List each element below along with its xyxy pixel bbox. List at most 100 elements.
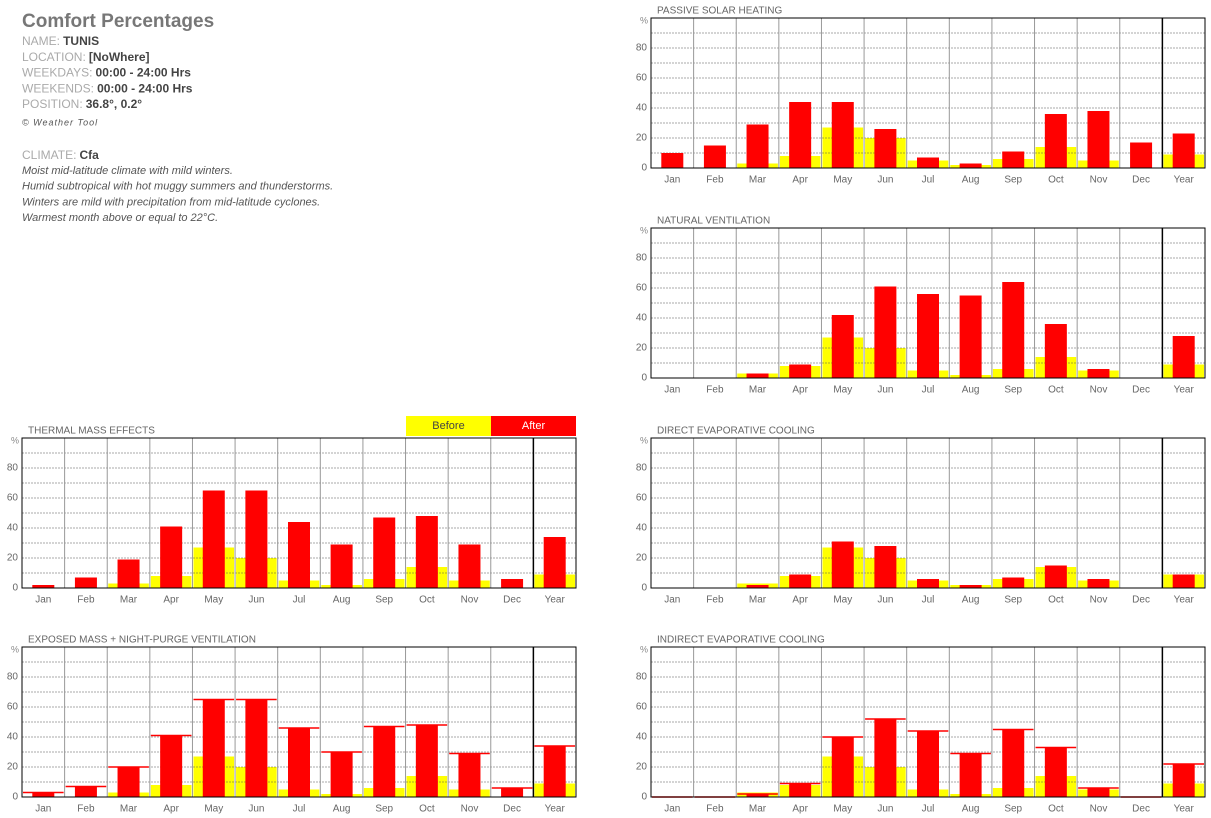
- climate-value: Cfa: [80, 148, 100, 162]
- x-tick-label: Apr: [792, 385, 808, 396]
- x-tick-label: Year: [1174, 385, 1195, 396]
- after-bar: [160, 526, 183, 588]
- plot-frame: [650, 17, 1206, 169]
- field-value: 36.8°, 0.2°: [86, 97, 143, 111]
- after-bar: [202, 699, 225, 797]
- x-tick-label: Jan: [35, 595, 51, 606]
- x-tick-label: Year: [545, 595, 566, 606]
- legend-swatch: [491, 416, 576, 436]
- x-tick-label: Jul: [922, 595, 935, 606]
- x-tick-label: Year: [1174, 595, 1195, 606]
- legend-label: Before: [432, 420, 464, 432]
- after-bar: [32, 792, 55, 797]
- y-tick-label: 60: [7, 702, 19, 713]
- after-bar: [1002, 282, 1025, 378]
- y-tick-label: 0: [641, 163, 647, 174]
- climate-description: Moist mid-latitude climate with mild win…: [22, 165, 233, 177]
- after-bar: [1002, 577, 1025, 588]
- y-axis-label: %: [640, 435, 648, 445]
- x-tick-label: Mar: [749, 804, 767, 815]
- after-bar: [831, 737, 854, 797]
- x-tick-label: Nov: [1090, 385, 1108, 396]
- x-tick-label: Dec: [503, 595, 521, 606]
- y-tick-label: 60: [636, 283, 648, 294]
- after-bar: [245, 699, 268, 797]
- y-tick-label: 20: [636, 133, 648, 144]
- y-tick-label: 40: [636, 732, 648, 743]
- y-tick-label: 0: [641, 583, 647, 594]
- y-tick-label: 80: [636, 253, 648, 264]
- y-tick-label: 80: [7, 463, 19, 474]
- after-bar: [415, 725, 438, 797]
- after-bar: [789, 574, 812, 588]
- x-tick-label: Apr: [792, 804, 808, 815]
- y-tick-label: 80: [636, 672, 648, 683]
- y-tick-label: 40: [7, 732, 19, 743]
- y-tick-label: 40: [636, 103, 648, 114]
- header-field: POSITION: 36.8°, 0.2°: [22, 97, 142, 111]
- y-tick-label: 60: [636, 73, 648, 84]
- field-label: NAME:: [22, 34, 60, 48]
- x-tick-label: May: [204, 804, 223, 815]
- y-tick-label: 0: [12, 583, 18, 594]
- x-tick-label: Jun: [877, 175, 893, 186]
- after-bar: [1087, 788, 1110, 797]
- x-tick-label: Aug: [333, 804, 351, 815]
- x-tick-label: Jan: [35, 804, 51, 815]
- x-tick-label: Mar: [749, 385, 767, 396]
- field-label: WEEKDAYS:: [22, 66, 92, 80]
- y-tick-label: 80: [636, 43, 648, 54]
- after-bar: [117, 767, 140, 797]
- after-bar: [874, 286, 897, 378]
- field-label: POSITION:: [22, 97, 83, 111]
- x-tick-label: Jul: [293, 804, 306, 815]
- x-tick-label: Feb: [77, 595, 95, 606]
- after-bar: [1172, 764, 1195, 797]
- chart-title: EXPOSED MASS + NIGHT-PURGE VENTILATION: [28, 635, 256, 646]
- y-tick-label: 20: [7, 762, 19, 773]
- x-tick-label: Apr: [163, 595, 179, 606]
- x-tick-label: Mar: [120, 595, 138, 606]
- x-tick-label: Dec: [503, 804, 521, 815]
- after-bar: [1172, 133, 1195, 168]
- y-tick-label: 40: [636, 523, 648, 534]
- climate-description: Winters are mild with precipitation from…: [22, 196, 320, 208]
- x-tick-label: Nov: [1090, 595, 1108, 606]
- field-value: 00:00 - 24:00 Hrs: [96, 66, 192, 80]
- x-tick-label: Jan: [664, 175, 680, 186]
- after-bar: [789, 364, 812, 378]
- after-bar: [160, 735, 183, 797]
- after-bar: [959, 753, 982, 797]
- after-bar: [202, 490, 225, 588]
- y-tick-label: 40: [7, 523, 19, 534]
- x-tick-label: Oct: [1048, 175, 1064, 186]
- plot-frame: [21, 646, 577, 798]
- x-tick-label: May: [204, 595, 223, 606]
- after-bar: [1087, 369, 1110, 378]
- field-value: [NoWhere]: [89, 50, 150, 64]
- y-axis-label: %: [11, 435, 19, 445]
- x-tick-label: Oct: [419, 595, 435, 606]
- y-tick-label: 20: [636, 343, 648, 354]
- after-bar: [74, 577, 97, 588]
- x-tick-label: May: [833, 385, 852, 396]
- x-tick-label: Nov: [461, 595, 479, 606]
- after-bar: [789, 783, 812, 797]
- after-bar: [373, 517, 396, 588]
- after-bar: [458, 753, 481, 797]
- after-bar: [746, 794, 769, 797]
- climate-description: Humid subtropical with hot muggy summers…: [22, 181, 333, 193]
- after-bar: [661, 153, 684, 168]
- x-tick-label: Sep: [1004, 175, 1022, 186]
- after-bar: [917, 157, 939, 168]
- copyright: © Weather Tool: [22, 117, 98, 127]
- after-bar: [874, 129, 897, 168]
- x-tick-label: Feb: [706, 804, 724, 815]
- plot-frame: [650, 646, 1206, 798]
- y-axis-label: %: [640, 644, 648, 654]
- x-tick-label: Oct: [419, 804, 435, 815]
- after-bar: [831, 315, 854, 378]
- after-bar: [32, 585, 55, 588]
- x-tick-label: Oct: [1048, 385, 1064, 396]
- y-axis-label: %: [640, 15, 648, 25]
